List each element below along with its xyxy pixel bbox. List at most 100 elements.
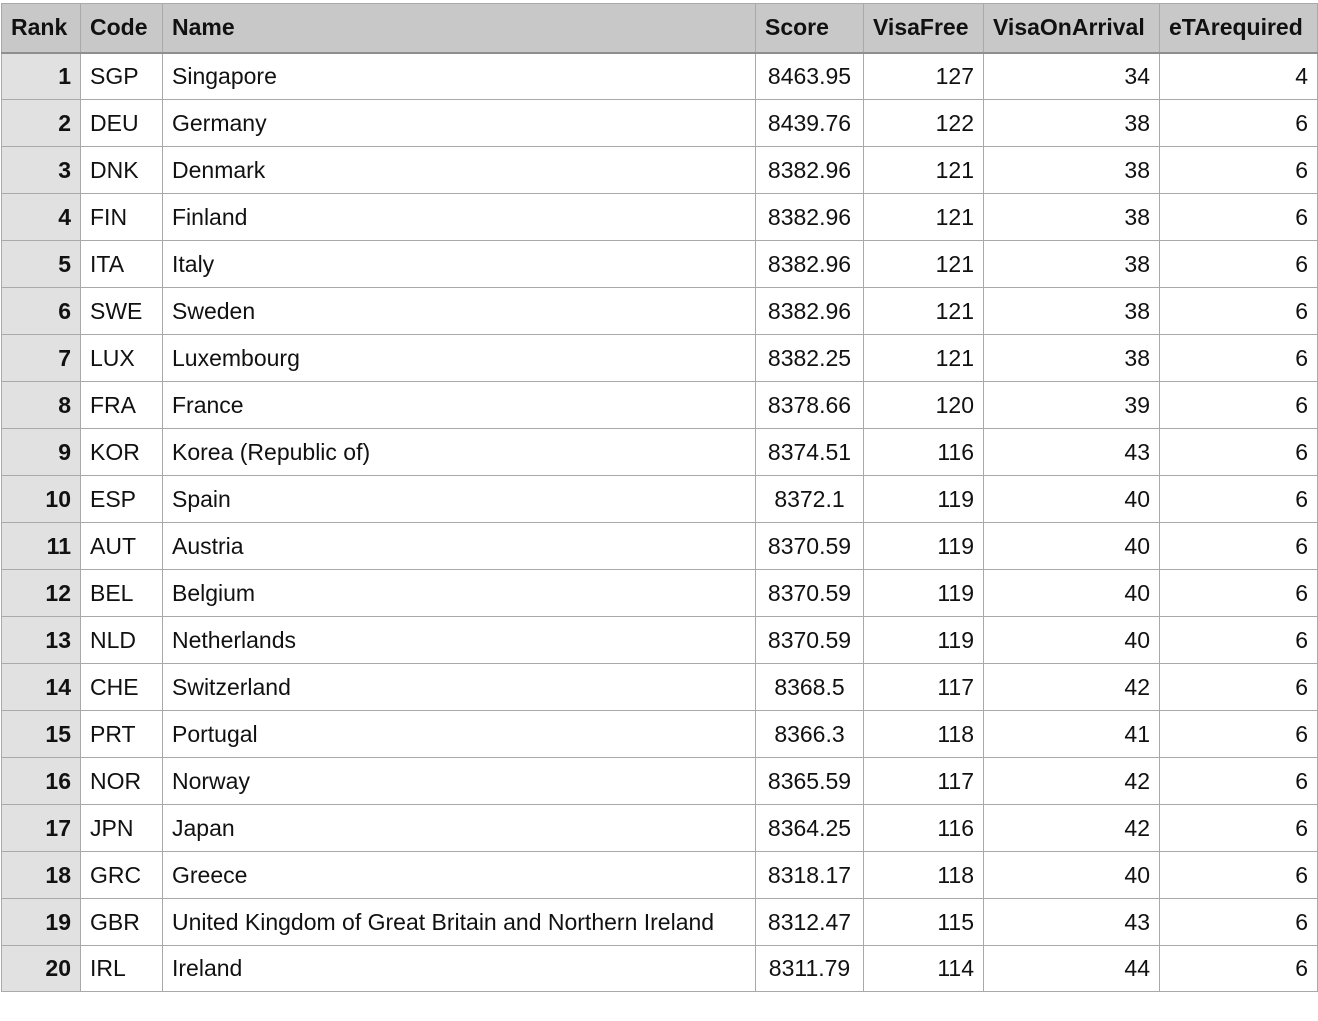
cell-eta-required[interactable]: 6 (1159, 945, 1318, 992)
cell-rank[interactable]: 16 (1, 757, 81, 805)
cell-visa-free[interactable]: 115 (863, 898, 984, 946)
cell-eta-required[interactable]: 6 (1159, 146, 1318, 194)
cell-name[interactable]: Spain (162, 475, 756, 523)
cell-name[interactable]: Ireland (162, 945, 756, 992)
cell-score[interactable]: 8364.25 (755, 804, 864, 852)
cell-visa-free[interactable]: 118 (863, 851, 984, 899)
cell-code[interactable]: FRA (80, 381, 163, 429)
cell-visa-on-arrival[interactable]: 40 (983, 569, 1160, 617)
cell-visa-free[interactable]: 121 (863, 334, 984, 382)
cell-visa-on-arrival[interactable]: 43 (983, 898, 1160, 946)
cell-name[interactable]: Sweden (162, 287, 756, 335)
cell-eta-required[interactable]: 6 (1159, 287, 1318, 335)
cell-score[interactable]: 8382.96 (755, 146, 864, 194)
cell-visa-on-arrival[interactable]: 38 (983, 334, 1160, 382)
cell-visa-on-arrival[interactable]: 40 (983, 616, 1160, 664)
cell-score[interactable]: 8382.96 (755, 287, 864, 335)
cell-name[interactable]: Italy (162, 240, 756, 288)
cell-code[interactable]: GBR (80, 898, 163, 946)
cell-visa-free[interactable]: 116 (863, 428, 984, 476)
cell-name[interactable]: Denmark (162, 146, 756, 194)
cell-visa-free[interactable]: 122 (863, 99, 984, 147)
cell-eta-required[interactable]: 6 (1159, 522, 1318, 570)
cell-code[interactable]: DNK (80, 146, 163, 194)
cell-name[interactable]: France (162, 381, 756, 429)
cell-eta-required[interactable]: 6 (1159, 569, 1318, 617)
cell-visa-on-arrival[interactable]: 38 (983, 240, 1160, 288)
cell-score[interactable]: 8311.79 (755, 945, 864, 992)
cell-name[interactable]: Germany (162, 99, 756, 147)
cell-visa-free[interactable]: 116 (863, 804, 984, 852)
cell-name[interactable]: Netherlands (162, 616, 756, 664)
cell-score[interactable]: 8370.59 (755, 616, 864, 664)
cell-rank[interactable]: 5 (1, 240, 81, 288)
cell-visa-on-arrival[interactable]: 40 (983, 475, 1160, 523)
cell-rank[interactable]: 3 (1, 146, 81, 194)
cell-rank[interactable]: 14 (1, 663, 81, 711)
cell-score[interactable]: 8368.5 (755, 663, 864, 711)
cell-score[interactable]: 8382.96 (755, 193, 864, 241)
cell-visa-on-arrival[interactable]: 34 (983, 52, 1160, 100)
cell-score[interactable]: 8318.17 (755, 851, 864, 899)
cell-code[interactable]: JPN (80, 804, 163, 852)
cell-rank[interactable]: 19 (1, 898, 81, 946)
cell-visa-on-arrival[interactable]: 38 (983, 146, 1160, 194)
cell-visa-free[interactable]: 121 (863, 146, 984, 194)
cell-score[interactable]: 8378.66 (755, 381, 864, 429)
cell-rank[interactable]: 7 (1, 334, 81, 382)
cell-eta-required[interactable]: 6 (1159, 428, 1318, 476)
cell-rank[interactable]: 20 (1, 945, 81, 992)
cell-eta-required[interactable]: 6 (1159, 616, 1318, 664)
cell-code[interactable]: ITA (80, 240, 163, 288)
cell-eta-required[interactable]: 6 (1159, 240, 1318, 288)
cell-visa-on-arrival[interactable]: 38 (983, 193, 1160, 241)
cell-visa-free[interactable]: 120 (863, 381, 984, 429)
cell-visa-free[interactable]: 119 (863, 569, 984, 617)
cell-eta-required[interactable]: 6 (1159, 99, 1318, 147)
cell-rank[interactable]: 2 (1, 99, 81, 147)
cell-visa-free[interactable]: 118 (863, 710, 984, 758)
cell-visa-on-arrival[interactable]: 41 (983, 710, 1160, 758)
cell-visa-free[interactable]: 127 (863, 52, 984, 100)
cell-visa-on-arrival[interactable]: 42 (983, 663, 1160, 711)
column-header-score[interactable]: Score (755, 3, 864, 54)
cell-code[interactable]: FIN (80, 193, 163, 241)
cell-visa-on-arrival[interactable]: 38 (983, 99, 1160, 147)
cell-rank[interactable]: 18 (1, 851, 81, 899)
cell-eta-required[interactable]: 6 (1159, 381, 1318, 429)
column-header-visa-free[interactable]: VisaFree (863, 3, 984, 54)
cell-code[interactable]: CHE (80, 663, 163, 711)
cell-name[interactable]: Singapore (162, 52, 756, 100)
cell-name[interactable]: Japan (162, 804, 756, 852)
cell-eta-required[interactable]: 6 (1159, 851, 1318, 899)
column-header-name[interactable]: Name (162, 3, 756, 54)
cell-visa-free[interactable]: 121 (863, 193, 984, 241)
column-header-eta-required[interactable]: eTArequired (1159, 3, 1318, 54)
cell-eta-required[interactable]: 6 (1159, 334, 1318, 382)
cell-visa-free[interactable]: 119 (863, 522, 984, 570)
cell-eta-required[interactable]: 6 (1159, 475, 1318, 523)
cell-name[interactable]: Portugal (162, 710, 756, 758)
cell-code[interactable]: LUX (80, 334, 163, 382)
cell-score[interactable]: 8312.47 (755, 898, 864, 946)
cell-visa-free[interactable]: 117 (863, 757, 984, 805)
cell-visa-free[interactable]: 119 (863, 475, 984, 523)
cell-rank[interactable]: 12 (1, 569, 81, 617)
cell-score[interactable]: 8366.3 (755, 710, 864, 758)
cell-code[interactable]: PRT (80, 710, 163, 758)
cell-score[interactable]: 8365.59 (755, 757, 864, 805)
cell-rank[interactable]: 9 (1, 428, 81, 476)
cell-rank[interactable]: 11 (1, 522, 81, 570)
cell-eta-required[interactable]: 6 (1159, 193, 1318, 241)
cell-score[interactable]: 8439.76 (755, 99, 864, 147)
cell-code[interactable]: GRC (80, 851, 163, 899)
cell-name[interactable]: Belgium (162, 569, 756, 617)
cell-code[interactable]: SGP (80, 52, 163, 100)
cell-name[interactable]: Greece (162, 851, 756, 899)
cell-code[interactable]: AUT (80, 522, 163, 570)
cell-visa-free[interactable]: 121 (863, 287, 984, 335)
cell-score[interactable]: 8382.25 (755, 334, 864, 382)
cell-code[interactable]: KOR (80, 428, 163, 476)
cell-code[interactable]: IRL (80, 945, 163, 992)
cell-name[interactable]: Korea (Republic of) (162, 428, 756, 476)
